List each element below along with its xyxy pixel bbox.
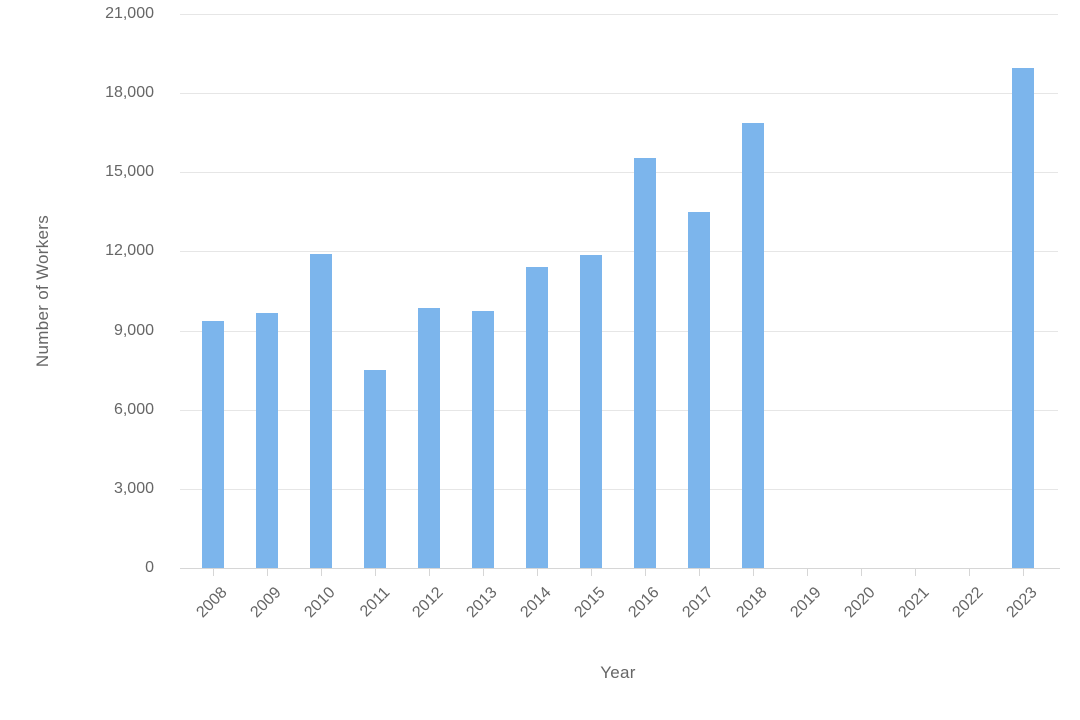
bar-slot-2020 — [834, 14, 888, 568]
gridline-9000 — [180, 330, 1058, 332]
plot-area — [180, 14, 1058, 568]
bar-slot-2023 — [996, 14, 1050, 568]
x-tick-label-2021: 2021 — [895, 584, 934, 622]
y-tick-label-6000: 6,000 — [113, 400, 154, 418]
x-tick-2023 — [1022, 568, 1024, 576]
bar-2018[interactable] — [742, 123, 764, 568]
bar-slot-2012 — [402, 14, 456, 568]
x-tick-2022 — [968, 568, 970, 576]
x-tick-label-2009: 2009 — [247, 584, 286, 622]
bar-2010[interactable] — [310, 254, 332, 568]
x-tick-slot-2011 — [348, 568, 402, 576]
bar-slot-2008 — [186, 14, 240, 568]
bar-slot-2018 — [726, 14, 780, 568]
bar-2013[interactable] — [472, 310, 494, 568]
x-tick-2016 — [644, 568, 646, 576]
x-tick-label-2011: 2011 — [356, 584, 394, 621]
x-tick-label-2008: 2008 — [193, 584, 232, 622]
bar-2009[interactable] — [256, 313, 278, 568]
x-tick-2011 — [374, 568, 376, 576]
bar-2023[interactable] — [1012, 68, 1034, 568]
x-tick-2019 — [806, 568, 808, 576]
bar-slot-2010 — [294, 14, 348, 568]
x-tick-2012 — [428, 568, 430, 576]
y-tick-label-3000: 3,000 — [113, 479, 154, 497]
y-tick-label-15000: 15,000 — [105, 163, 154, 181]
x-tick-label-2015: 2015 — [571, 584, 610, 622]
x-tick-label-2018: 2018 — [733, 584, 772, 622]
y-tick-label-18000: 18,000 — [105, 84, 154, 102]
x-tick-slot-2023 — [996, 568, 1050, 576]
bar-slot-2013 — [456, 14, 510, 568]
x-tick-2021 — [914, 568, 916, 576]
x-tick-2008 — [212, 568, 214, 576]
bar-2017[interactable] — [688, 211, 710, 568]
x-tick-label-2014: 2014 — [517, 584, 556, 622]
x-tick-slot-2014 — [510, 568, 564, 576]
x-tick-label-2023: 2023 — [1003, 584, 1042, 622]
bar-slot-2015 — [564, 14, 618, 568]
y-tick-label-12000: 12,000 — [105, 242, 154, 260]
y-tick-label-9000: 9,000 — [113, 321, 154, 339]
bar-2008[interactable] — [202, 321, 224, 568]
x-tick-slot-2009 — [240, 568, 294, 576]
gridline-3000 — [180, 488, 1058, 490]
bar-slot-2009 — [240, 14, 294, 568]
bar-2015[interactable] — [580, 255, 602, 568]
bars-container — [186, 14, 1050, 568]
x-tick-label-2022: 2022 — [949, 584, 988, 622]
bar-slot-2011 — [348, 14, 402, 568]
x-tick-2014 — [536, 568, 538, 576]
x-tick-label-2017: 2017 — [679, 584, 718, 622]
x-tick-2009 — [266, 568, 268, 576]
x-tick-2010 — [320, 568, 322, 576]
bar-slot-2014 — [510, 14, 564, 568]
x-tick-slot-2019 — [780, 568, 834, 576]
x-tick-label-2013: 2013 — [463, 584, 502, 622]
x-tick-slot-2020 — [834, 568, 888, 576]
y-axis: 0 3,000 6,000 9,000 12,000 15,000 18,000 21,000 — [0, 6, 156, 576]
y-tick-label-21000: 21,000 — [105, 5, 154, 22]
gridline-12000 — [180, 251, 1058, 253]
x-tick-slot-2018 — [726, 568, 780, 576]
x-tick-slot-2016 — [618, 568, 672, 576]
gridline-21000 — [180, 14, 1058, 15]
gridline-6000 — [180, 409, 1058, 411]
x-tick-slot-2017 — [672, 568, 726, 576]
x-tick-label-2020: 2020 — [841, 584, 880, 622]
gridline-18000 — [180, 93, 1058, 95]
x-axis-title: Year — [600, 663, 636, 682]
bar-slot-2021 — [888, 14, 942, 568]
x-tick-2020 — [860, 568, 862, 576]
x-axis-ticks — [186, 568, 1050, 576]
x-tick-label-2012: 2012 — [409, 584, 448, 622]
x-tick-label-2016: 2016 — [625, 584, 664, 622]
x-tick-label-2010: 2010 — [301, 584, 340, 622]
x-tick-slot-2015 — [564, 568, 618, 576]
bar-2016[interactable] — [634, 157, 656, 568]
x-tick-2015 — [590, 568, 592, 576]
x-tick-slot-2013 — [456, 568, 510, 576]
x-tick-2018 — [752, 568, 754, 576]
x-tick-slot-2012 — [402, 568, 456, 576]
x-tick-slot-2008 — [186, 568, 240, 576]
bar-slot-2019 — [780, 14, 834, 568]
x-tick-slot-2022 — [942, 568, 996, 576]
bar-2012[interactable] — [418, 308, 440, 568]
bar-2011[interactable] — [364, 370, 386, 568]
x-axis-line — [180, 568, 1060, 569]
bar-slot-2016 — [618, 14, 672, 568]
bar-2014[interactable] — [526, 267, 548, 568]
bar-slot-2017 — [672, 14, 726, 568]
x-tick-2013 — [482, 568, 484, 576]
gridline-15000 — [180, 172, 1058, 174]
y-axis-title: Number of Workers — [33, 214, 52, 368]
bar-slot-2022 — [942, 14, 996, 568]
y-tick-label-0: 0 — [145, 559, 154, 576]
x-tick-slot-2010 — [294, 568, 348, 576]
x-tick-label-2019: 2019 — [787, 584, 826, 622]
x-tick-slot-2021 — [888, 568, 942, 576]
x-tick-2017 — [698, 568, 700, 576]
